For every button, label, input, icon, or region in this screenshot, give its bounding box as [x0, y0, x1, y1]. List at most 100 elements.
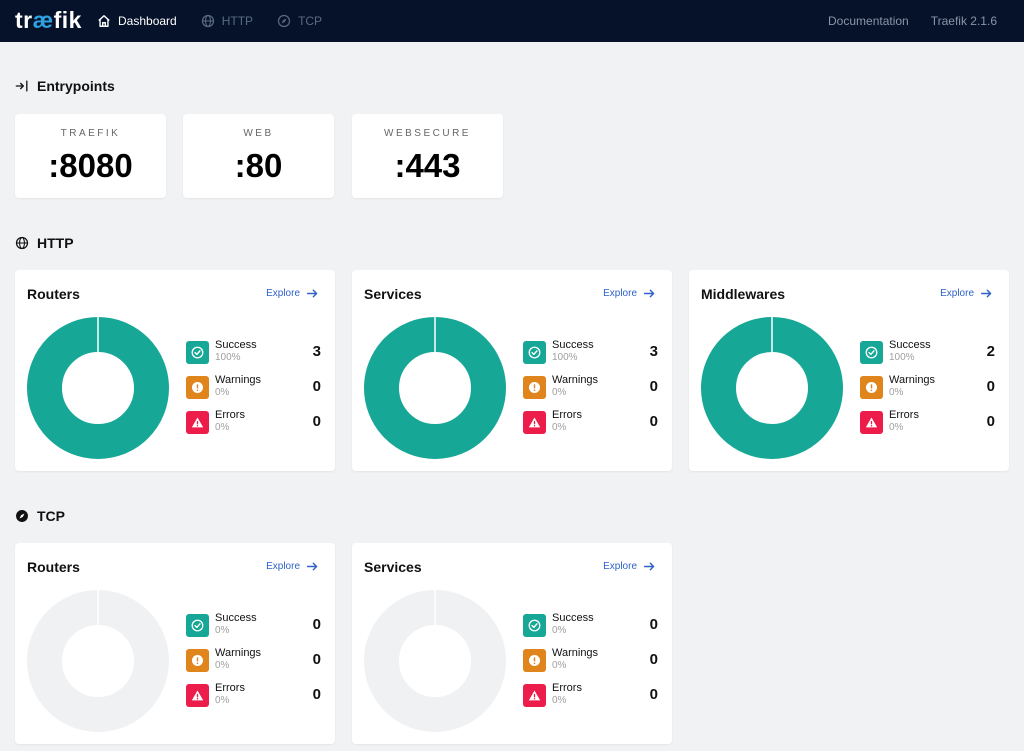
entrypoint-card-web: WEB :80 [183, 114, 334, 198]
legend-count: 0 [312, 413, 321, 430]
legend-success: Success 100% 2 [860, 339, 995, 375]
legend-percent: 100% [552, 352, 578, 363]
card-title: Services [364, 559, 422, 575]
explore-label: Explore [266, 288, 300, 299]
logo-text-start: tr [15, 7, 33, 33]
nav-tcp-label: TCP [298, 14, 323, 28]
legend-count: 0 [312, 378, 321, 395]
warning-triangle-icon [523, 684, 546, 707]
legend-count: 0 [649, 651, 658, 668]
explore-link[interactable]: Explore [266, 560, 319, 573]
card-title: Routers [27, 286, 80, 302]
exclamation-circle-icon [186, 649, 209, 672]
check-circle-icon [860, 341, 883, 364]
legend-count: 0 [312, 616, 321, 633]
card-title: Middlewares [701, 286, 786, 302]
globe-icon [15, 236, 29, 250]
legend-success: Success 0% 0 [186, 612, 321, 648]
legend-count: 0 [312, 651, 321, 668]
entrypoint-port: :8080 [48, 147, 133, 184]
explore-link[interactable]: Explore [940, 287, 993, 300]
tcp-routers-card: Routers Explore Success 0% 0 Warnings 0%… [15, 543, 335, 744]
legend-count: 3 [649, 343, 658, 360]
legend-label: Success [215, 339, 257, 351]
status-donut-chart [701, 317, 843, 459]
exclamation-circle-icon [186, 376, 209, 399]
warning-triangle-icon [523, 411, 546, 434]
legend-percent: 0% [215, 387, 230, 398]
arrow-right-icon [306, 562, 318, 571]
nav-tcp[interactable]: TCP [277, 14, 322, 28]
legend-count: 0 [649, 686, 658, 703]
legend-percent: 0% [215, 625, 230, 636]
legend-percent: 0% [889, 387, 904, 398]
legend-percent: 0% [215, 660, 230, 671]
legend-label: Success [215, 612, 257, 624]
nav-dashboard-label: Dashboard [118, 14, 177, 28]
main-nav: Dashboard HTTP TCP [97, 0, 346, 42]
login-arrow-icon [15, 80, 28, 92]
legend-label: Success [552, 612, 594, 624]
legend-label: Errors [552, 682, 582, 694]
legend-label: Errors [889, 409, 919, 421]
legend-count: 2 [986, 343, 995, 360]
explore-label: Explore [940, 288, 974, 299]
legend-label: Errors [215, 409, 245, 421]
logo-text-end: fik [53, 7, 82, 33]
legend-percent: 0% [215, 422, 230, 433]
check-circle-icon [186, 614, 209, 637]
entrypoint-card-traefik: TRAEFIK :8080 [15, 114, 166, 198]
status-donut-chart [364, 590, 506, 732]
nav-dashboard[interactable]: Dashboard [97, 14, 177, 28]
legend-percent: 0% [889, 422, 904, 433]
documentation-link[interactable]: Documentation [828, 14, 909, 28]
legend-percent: 0% [552, 660, 567, 671]
explore-link[interactable]: Explore [603, 560, 656, 573]
explore-link[interactable]: Explore [603, 287, 656, 300]
version-label: Traefik 2.1.6 [930, 14, 997, 28]
legend-errors: Errors 0% 0 [186, 409, 321, 445]
legend-percent: 0% [552, 387, 567, 398]
legend-warnings: Warnings 0% 0 [523, 647, 658, 683]
home-icon [98, 15, 110, 27]
compass-icon [16, 510, 28, 522]
legend-percent: 0% [215, 695, 230, 706]
legend-percent: 0% [552, 625, 567, 636]
entrypoint-name: TRAEFIK [60, 128, 121, 139]
legend-label: Warnings [215, 374, 262, 386]
legend-count: 0 [649, 378, 658, 395]
status-legend: Success 100% 3 Warnings 0% 0 Errors 0% 0 [523, 339, 658, 445]
entrypoints-heading: Entrypoints [15, 78, 115, 94]
nav-http[interactable]: HTTP [201, 14, 253, 28]
legend-warnings: Warnings 0% 0 [186, 647, 321, 683]
exclamation-circle-icon [523, 649, 546, 672]
top-right-links: Documentation Traefik 2.1.6 [806, 0, 997, 42]
entrypoint-port: :443 [394, 147, 461, 184]
tcp-services-card: Services Explore Success 0% 0 Warnings 0… [352, 543, 672, 744]
warning-triangle-icon [860, 411, 883, 434]
legend-errors: Errors 0% 0 [860, 409, 995, 445]
legend-success: Success 0% 0 [523, 612, 658, 648]
legend-count: 3 [312, 343, 321, 360]
check-circle-icon [523, 341, 546, 364]
legend-percent: 100% [215, 352, 241, 363]
http-routers-card: Routers Explore Success 100% 3 Warnings … [15, 270, 335, 471]
logo-text-ae: æ [32, 7, 54, 33]
warning-triangle-icon [186, 684, 209, 707]
globe-icon [201, 14, 214, 28]
status-legend: Success 100% 2 Warnings 0% 0 Errors 0% 0 [860, 339, 995, 445]
explore-label: Explore [266, 561, 300, 572]
legend-count: 0 [986, 413, 995, 430]
traefik-logo[interactable]: træfik [15, 7, 82, 34]
top-navigation-bar: træfik Dashboard HTTP TCP Documentation … [0, 0, 1024, 42]
legend-warnings: Warnings 0% 0 [186, 374, 321, 410]
explore-link[interactable]: Explore [266, 287, 319, 300]
tcp-heading: TCP [15, 508, 65, 524]
arrow-right-icon [643, 289, 655, 298]
legend-count: 0 [649, 413, 658, 430]
arrow-right-icon [643, 562, 655, 571]
explore-label: Explore [603, 561, 637, 572]
http-middlewares-card: Middlewares Explore Success 100% 2 Warni… [689, 270, 1009, 471]
check-circle-icon [186, 341, 209, 364]
status-donut-chart [27, 590, 169, 732]
